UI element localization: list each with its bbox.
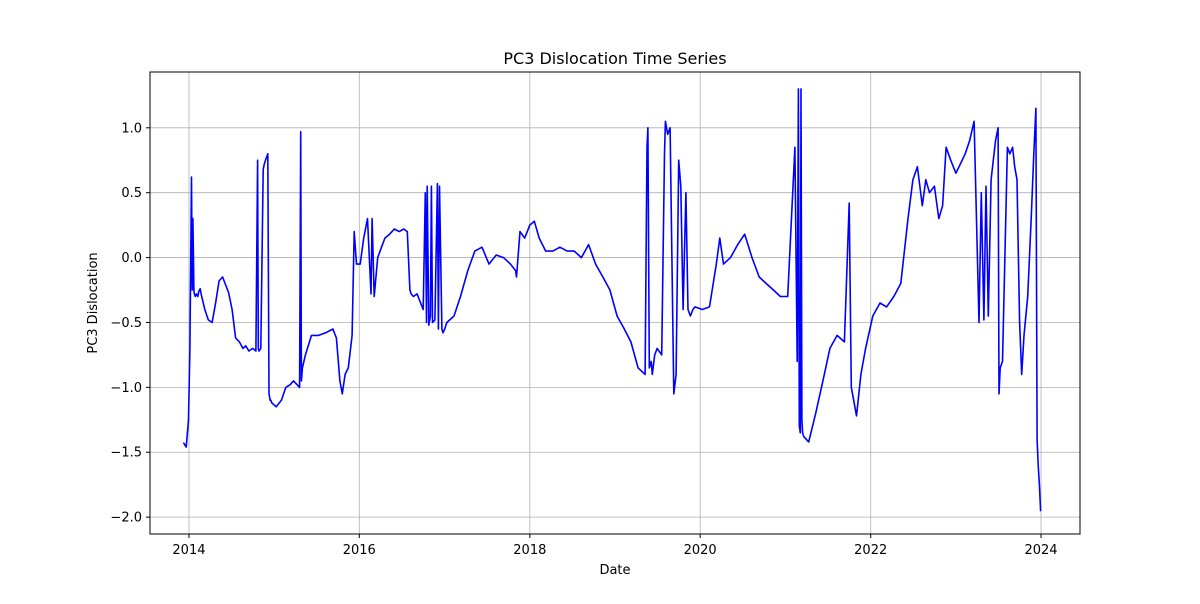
x-tick-label: 2020: [684, 543, 717, 558]
chart-title: PC3 Dislocation Time Series: [503, 49, 726, 68]
plot-frame: [149, 71, 1081, 535]
y-tick-label: 0.5: [121, 186, 142, 201]
x-tick-label: 2022: [854, 543, 887, 558]
y-tick-label: −2.0: [110, 511, 142, 526]
x-tick-label: 2024: [1024, 543, 1057, 558]
series-line: [183, 88, 1042, 512]
x-tick-label: 2014: [172, 543, 205, 558]
y-axis-label: PC3 Dislocation: [86, 252, 101, 353]
x-tick-label: 2016: [343, 543, 376, 558]
x-axis-label: Date: [599, 563, 630, 578]
x-tick-label: 2018: [513, 543, 546, 558]
y-tick-label: −1.0: [110, 381, 142, 396]
y-tick-label: 1.0: [121, 121, 142, 136]
grid: [150, 72, 1080, 534]
series-layer: [183, 88, 1042, 512]
y-tick-label: −1.5: [110, 446, 142, 461]
x-axis: 2014 2016 2018 2020 2022 2024: [172, 534, 1058, 558]
y-tick-label: −0.5: [110, 316, 142, 331]
y-axis: −2.0 −1.5 −1.0 −0.5 0.0 0.5 1.0: [110, 121, 150, 526]
y-tick-label: 0.0: [121, 251, 142, 266]
